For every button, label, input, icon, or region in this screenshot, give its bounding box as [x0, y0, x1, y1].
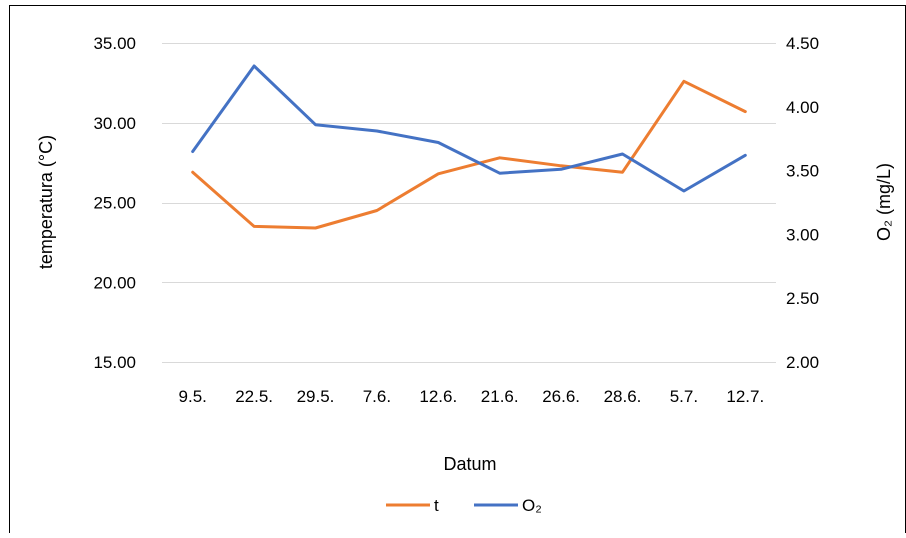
x-tick-label: 26.6.	[542, 387, 580, 406]
y-right-tick-label: 4.50	[786, 34, 819, 53]
series-lines	[191, 64, 747, 230]
x-tick-label: 12.6.	[419, 387, 457, 406]
y-right-tick-label: 3.50	[786, 162, 819, 181]
x-tick-label: 28.6.	[604, 387, 642, 406]
y-left-tick-label: 35.00	[93, 34, 136, 53]
x-tick-label: 7.6.	[363, 387, 391, 406]
y-right-tick-label: 2.00	[786, 353, 819, 372]
x-tick-label: 12.7.	[726, 387, 764, 406]
series-line-o2	[191, 64, 747, 193]
x-tick-label: 9.5.	[179, 387, 207, 406]
legend: t O₂	[386, 496, 542, 515]
x-axis-ticks: 9.5. 22.5. 29.5. 7.6. 12.6. 21.6. 26.6. 28.6. 5.…	[179, 387, 765, 406]
y-left-axis-title: temperatura (°C)	[36, 135, 56, 269]
series-line-t	[191, 79, 747, 230]
legend-label-t: t	[434, 496, 439, 515]
x-tick-label: 22.5.	[235, 387, 273, 406]
x-tick-label: 21.6.	[481, 387, 519, 406]
x-tick-label: 5.7.	[670, 387, 698, 406]
y-left-tick-label: 20.00	[93, 273, 136, 292]
right-axis-ticks: 2.00 2.50 3.00 3.50 4.00 4.50	[786, 34, 819, 372]
legend-label-o2: O₂	[522, 496, 542, 515]
y-left-tick-label: 30.00	[93, 114, 136, 133]
x-axis-title: Datum	[443, 454, 496, 474]
y-left-tick-label: 25.00	[93, 194, 136, 213]
y-right-tick-label: 2.50	[786, 289, 819, 308]
left-axis-ticks: 15.00 20.00 25.00 30.00 35.00	[93, 34, 136, 372]
y-left-tick-label: 15.00	[93, 353, 136, 372]
y-right-tick-label: 4.00	[786, 98, 819, 117]
y-right-axis-title: O₂ (mg/L)	[874, 163, 894, 241]
x-tick-label: 29.5.	[297, 387, 335, 406]
y-right-tick-label: 3.00	[786, 225, 819, 244]
gridlines	[162, 43, 776, 363]
